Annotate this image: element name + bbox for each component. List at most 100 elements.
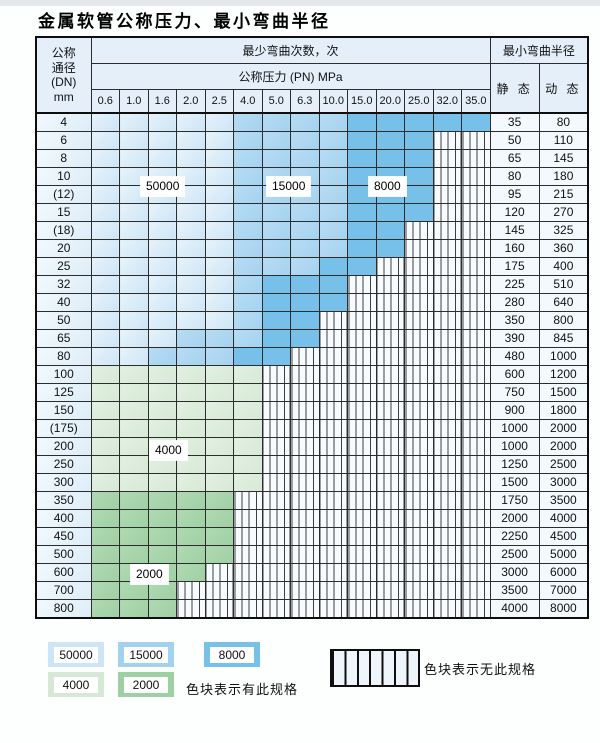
cycle-cell — [318, 329, 348, 348]
cycle-cell — [147, 203, 177, 222]
cycle-cell — [90, 581, 120, 600]
cycle-cell — [119, 581, 149, 600]
pressure-column-header: 5.0 — [261, 89, 291, 114]
cycle-cell — [290, 131, 320, 150]
cycle-cell — [176, 239, 206, 258]
dynamic-radius-cell: 110 — [538, 131, 589, 150]
legend-chip-label: 8000 — [210, 646, 254, 663]
table-row: 400 2000 4000 — [35, 509, 589, 528]
cycle-cell — [347, 599, 377, 619]
cycle-cell — [404, 275, 434, 294]
cycle-cell — [204, 383, 234, 402]
cycle-cell — [147, 599, 177, 619]
cycle-cell — [90, 509, 120, 528]
cycle-cell — [290, 203, 320, 222]
dn-cell: 50 — [35, 311, 92, 330]
cycle-cell — [290, 509, 320, 528]
dynamic-radius-cell: 1200 — [538, 365, 589, 384]
cycle-cell — [404, 185, 434, 204]
cycle-cell — [347, 383, 377, 402]
cycle-cell — [461, 563, 491, 582]
cycle-cell — [347, 239, 377, 258]
cycle-cell — [290, 599, 320, 619]
cycle-cell — [233, 509, 263, 528]
cycle-cell — [404, 112, 434, 132]
dn-cell: 15 — [35, 203, 92, 222]
cycle-cell — [176, 149, 206, 168]
cycle-cell — [432, 185, 462, 204]
cycle-cell — [404, 599, 434, 619]
cycle-cell — [461, 149, 491, 168]
cycle-cell — [119, 509, 149, 528]
dn-cell: (12) — [35, 185, 92, 204]
static-radius-cell: 160 — [489, 239, 540, 258]
cycle-cell — [261, 527, 291, 546]
cycle-cell — [233, 203, 263, 222]
cycle-cell — [461, 383, 491, 402]
cycle-cell — [375, 293, 405, 312]
cycle-cell — [318, 365, 348, 384]
cycle-cell — [318, 347, 348, 366]
cycle-cell — [318, 239, 348, 258]
cycle-cell — [318, 599, 348, 619]
static-radius-cell: 2250 — [489, 527, 540, 546]
cycle-cell — [176, 545, 206, 564]
cycle-cell — [119, 491, 149, 510]
cycle-cell — [90, 203, 120, 222]
cycle-cell — [147, 149, 177, 168]
table-row: 50 350 800 — [35, 311, 589, 330]
cycle-cell — [261, 563, 291, 582]
cycle-cell — [147, 545, 177, 564]
static-radius-cell: 2000 — [489, 509, 540, 528]
cycle-cell — [375, 527, 405, 546]
cycle-cell — [432, 491, 462, 510]
dynamic-radius-cell: 145 — [538, 149, 589, 168]
cycle-cell — [347, 149, 377, 168]
cycle-cell — [347, 329, 377, 348]
cycle-cell — [233, 401, 263, 420]
cycle-cell — [318, 509, 348, 528]
dn-cell: 8 — [35, 149, 92, 168]
cycle-cell — [375, 329, 405, 348]
cycle-cell — [90, 347, 120, 366]
cycle-cell — [375, 509, 405, 528]
cycle-cell — [147, 221, 177, 240]
dn-corner-line: 公称 — [51, 46, 76, 60]
cycle-cell — [233, 221, 263, 240]
table-row: 25 175 400 — [35, 257, 589, 276]
dn-cell: 250 — [35, 455, 92, 474]
cycle-cell — [318, 149, 348, 168]
cycle-cell — [347, 563, 377, 582]
dynamic-radius-cell: 325 — [538, 221, 589, 240]
static-radius-cell: 3500 — [489, 581, 540, 600]
cycle-cell — [461, 275, 491, 294]
cycle-cell — [119, 473, 149, 492]
cycle-cell — [432, 563, 462, 582]
band-value-label: 50000 — [141, 177, 185, 196]
cycle-cell — [432, 293, 462, 312]
cycle-cell — [318, 473, 348, 492]
cycle-cell — [204, 491, 234, 510]
cycle-cell — [347, 365, 377, 384]
cycle-cell — [461, 257, 491, 276]
cycle-cell — [290, 365, 320, 384]
cycle-cell — [204, 599, 234, 619]
page-title: 金属软管公称压力、最小弯曲半径 — [38, 12, 331, 32]
cycle-cell — [119, 347, 149, 366]
cycle-cell — [204, 329, 234, 348]
cycle-cell — [176, 347, 206, 366]
cycle-cell — [432, 167, 462, 186]
cycle-cell — [119, 293, 149, 312]
cycle-cell — [375, 311, 405, 330]
cycle-cell — [461, 311, 491, 330]
cycle-cell — [318, 581, 348, 600]
cycle-cell — [147, 491, 177, 510]
dn-cell: 200 — [35, 437, 92, 456]
cycle-cell — [290, 293, 320, 312]
cycle-cell — [290, 545, 320, 564]
table-row: (18) 145 325 — [35, 221, 589, 240]
cycle-cell — [176, 275, 206, 294]
dynamic-radius-cell: 4000 — [538, 509, 589, 528]
cycle-cell — [290, 347, 320, 366]
dynamic-radius-cell: 845 — [538, 329, 589, 348]
